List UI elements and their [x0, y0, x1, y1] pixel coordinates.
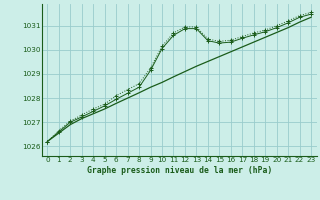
X-axis label: Graphe pression niveau de la mer (hPa): Graphe pression niveau de la mer (hPa) [87, 166, 272, 175]
